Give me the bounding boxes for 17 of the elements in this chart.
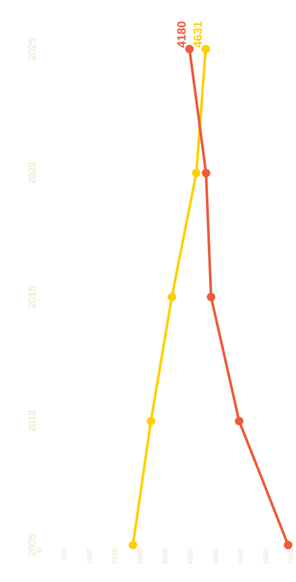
point <box>168 292 176 302</box>
point <box>284 540 292 550</box>
point <box>202 168 210 178</box>
point <box>201 44 210 54</box>
point <box>206 292 216 302</box>
y-tick-label: 2025 <box>28 38 36 60</box>
annotation: 4631 <box>193 21 202 48</box>
y-tick-label: 2020 <box>28 162 36 184</box>
y-tick-label: 2010 <box>28 410 36 432</box>
annotation: 4180 <box>177 22 186 48</box>
point <box>234 416 244 426</box>
y-tick-label: 2015 <box>28 286 36 308</box>
point <box>146 416 156 426</box>
point <box>128 540 138 550</box>
y-tick-label: 2005 <box>28 534 36 556</box>
point <box>185 44 194 54</box>
point <box>192 168 201 178</box>
